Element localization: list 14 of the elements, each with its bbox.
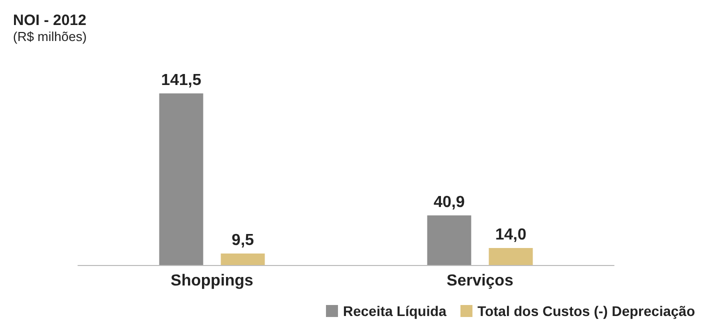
data-label: 14,0 bbox=[495, 226, 526, 244]
data-label: 141,5 bbox=[161, 72, 202, 89]
x-tick-label: Serviços bbox=[446, 272, 514, 290]
bar bbox=[488, 248, 533, 265]
chart-subtitle: (R$ milhões) bbox=[13, 29, 87, 44]
data-label: 40,9 bbox=[434, 194, 465, 211]
legend-label: Total dos Custos (-) Depreciação bbox=[477, 303, 696, 319]
bar bbox=[427, 215, 472, 265]
legend-label: Receita Líquida bbox=[342, 303, 447, 319]
bar bbox=[220, 253, 265, 265]
chart-title: NOI - 2012 bbox=[13, 12, 86, 29]
bar bbox=[159, 93, 204, 265]
data-label: 9,5 bbox=[232, 232, 254, 249]
x-tick-label: Shoppings bbox=[170, 272, 254, 290]
